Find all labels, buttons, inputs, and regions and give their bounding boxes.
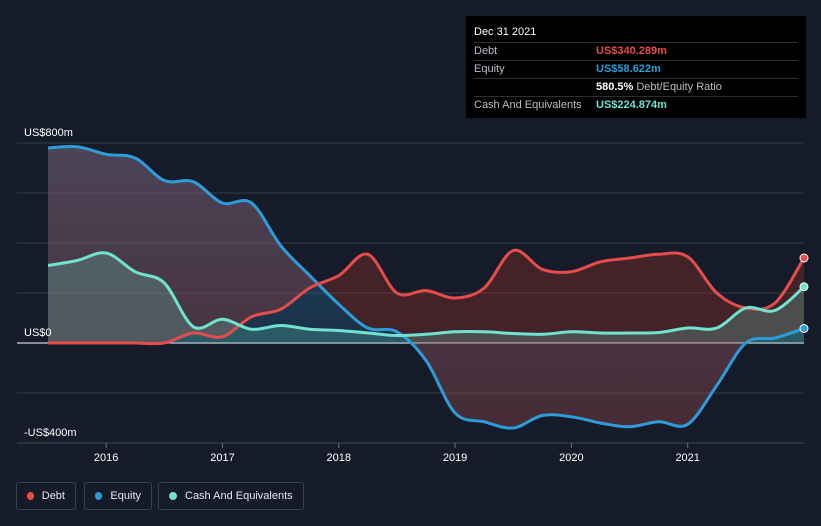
y-tick-label: US$800m (24, 127, 73, 139)
tooltip-ratio-value: 580.5% (596, 81, 634, 93)
debt-equity-gap-area (48, 146, 804, 429)
tooltip-row-debt: Debt US$340.289m (474, 43, 798, 61)
tooltip-equity-label: Equity (474, 63, 505, 75)
x-tick-label: 2020 (559, 452, 583, 464)
tooltip-equity-value: US$58.622m (596, 63, 661, 75)
chart-lines (47, 144, 806, 430)
x-axis: 2016 2017 2018 2019 2020 2021 (17, 442, 804, 464)
equity-legend-dot-icon (95, 492, 103, 500)
cash-area (48, 252, 804, 343)
equity-end-marker (799, 324, 809, 333)
tooltip-ratio-suffix: Debt/Equity Ratio (636, 81, 722, 93)
tooltip-debt-value: US$340.289m (596, 45, 667, 57)
cash-line (47, 251, 805, 338)
tooltip-row-cash: Cash And Equivalents US$224.874m (474, 97, 798, 114)
x-tick-label: 2021 (675, 452, 699, 464)
tooltip-cash-label: Cash And Equivalents (474, 99, 582, 111)
debt-end-marker (799, 253, 809, 263)
x-tick-label: 2017 (210, 452, 234, 464)
tooltip-row-ratio: 580.5% Debt/Equity Ratio (474, 79, 798, 97)
legend-equity-label: Equity (110, 490, 141, 502)
tooltip-row-equity: Equity US$58.622m (474, 61, 798, 79)
cash-end-marker (799, 282, 809, 292)
x-tick-label: 2018 (327, 452, 351, 464)
y-tick-label: US$0 (24, 327, 52, 339)
debt-legend-dot-icon (27, 492, 34, 500)
chart-end-markers (799, 253, 809, 333)
x-tick-label: 2016 (94, 452, 118, 464)
tooltip-debt-label: Debt (474, 45, 498, 57)
tooltip-cash-value: US$224.874m (596, 99, 667, 111)
cash-legend-dot-icon (169, 492, 177, 500)
chart-areas (48, 146, 804, 429)
legend-item-equity[interactable]: Equity (84, 482, 152, 510)
equity-line (47, 144, 805, 430)
legend-debt-label: Debt (41, 490, 65, 502)
legend-cash-label: Cash And Equivalents (185, 490, 293, 502)
y-axis-labels: US$800m US$0 -US$400m (24, 127, 77, 439)
x-tick-label: 2019 (443, 452, 467, 464)
legend-item-debt[interactable]: Debt (16, 482, 76, 510)
tooltip-ratio-label (474, 79, 596, 96)
legend-item-cash[interactable]: Cash And Equivalents (158, 482, 304, 510)
y-tick-label: -US$400m (24, 427, 77, 439)
tooltip-panel: Dec 31 2021 Debt US$340.289m Equity US$5… (466, 16, 806, 118)
debt-line (48, 248, 806, 346)
equity-area (48, 146, 804, 429)
tooltip-date: Dec 31 2021 (474, 22, 798, 43)
